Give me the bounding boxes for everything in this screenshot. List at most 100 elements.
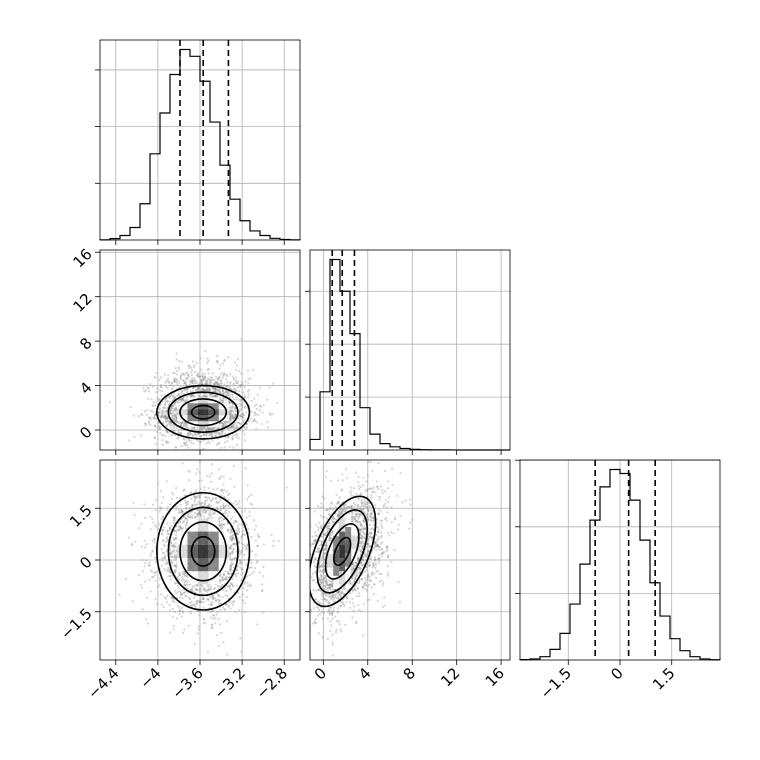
scatter-point (173, 570, 176, 573)
scatter-point (193, 494, 196, 497)
scatter-point (132, 501, 135, 504)
scatter-point (229, 547, 232, 550)
scatter-point (154, 424, 157, 427)
scatter-point (201, 585, 204, 588)
scatter-point (192, 366, 196, 369)
scatter-point (220, 579, 223, 582)
scatter-point (155, 603, 159, 606)
scatter-point (156, 482, 159, 485)
scatter-point (193, 500, 196, 503)
scatter-point (219, 524, 222, 527)
scatter-point (173, 408, 176, 412)
scatter-point (208, 427, 211, 430)
scatter-point (193, 642, 196, 645)
scatter-point (213, 387, 217, 390)
scatter-point (378, 512, 381, 515)
scatter-point (253, 566, 257, 570)
scatter-point (217, 384, 221, 387)
scatter-point (357, 557, 361, 560)
scatter-point (190, 439, 193, 442)
scatter-point (223, 358, 226, 362)
scatter-point (170, 550, 173, 553)
scatter-point (228, 492, 231, 495)
scatter-point (181, 579, 184, 583)
scatter-point (211, 435, 214, 438)
scatter-point (200, 428, 203, 431)
scatter-point (229, 391, 232, 394)
scatter-point (231, 404, 234, 407)
scatter-point (235, 520, 238, 523)
scatter-point (207, 359, 210, 363)
scatter-point (318, 577, 321, 580)
scatter-point (178, 528, 182, 531)
scatter-point (224, 421, 227, 424)
scatter-point (173, 538, 176, 542)
scatter-point (217, 601, 220, 604)
histogram-steps (519, 468, 721, 661)
scatter-point (161, 443, 164, 446)
scatter-point (171, 404, 174, 407)
scatter-point (327, 611, 330, 614)
scatter-point (393, 518, 396, 521)
scatter-point (177, 401, 180, 404)
scatter-point (199, 375, 202, 378)
scatter-point (141, 570, 145, 573)
scatter-point (207, 429, 210, 432)
scatter-point (203, 434, 206, 437)
scatter-point (228, 417, 231, 420)
scatter-point (229, 546, 232, 549)
scatter-point (324, 574, 327, 578)
scatter-point (207, 496, 211, 499)
scatter-point (271, 382, 274, 385)
scatter-point (370, 519, 373, 523)
scatter-point (206, 590, 209, 593)
scatter-point (167, 566, 170, 570)
scatter-point (209, 585, 213, 588)
scatter-point (159, 425, 162, 429)
scatter-point (163, 554, 167, 557)
scatter-point (155, 391, 158, 394)
scatter-point (169, 631, 172, 634)
scatter-point (187, 515, 190, 518)
scatter-point (209, 388, 212, 391)
scatter-point (339, 512, 342, 515)
scatter-point (193, 503, 196, 506)
scatter-point (209, 588, 213, 591)
scatter-point (230, 528, 233, 531)
scatter-point (165, 424, 168, 428)
scatter-point (209, 509, 212, 512)
scatter-point (169, 551, 172, 555)
scatter-point (234, 422, 237, 425)
scatter-point (203, 392, 206, 396)
scatter-point (175, 352, 179, 355)
scatter-point (161, 415, 164, 418)
scatter-point (255, 407, 258, 411)
scatter-point (205, 388, 209, 391)
scatter-point (213, 382, 216, 386)
scatter-point (228, 386, 231, 389)
scatter-point (149, 416, 152, 419)
scatter-point (242, 543, 245, 546)
scatter-point (225, 393, 228, 396)
scatter-point (212, 512, 215, 515)
scatter-point (232, 415, 235, 418)
scatter-point (165, 414, 168, 417)
scatter-point (171, 433, 174, 436)
scatter-point (166, 530, 169, 533)
scatter-point (132, 414, 135, 417)
scatter-point (229, 569, 232, 573)
scatter-point (219, 434, 223, 437)
scatter-point (164, 385, 167, 388)
scatter-point (188, 516, 191, 519)
scatter-point (198, 614, 201, 617)
scatter-point (153, 537, 156, 540)
scatter-point (228, 586, 231, 589)
scatter-point (229, 410, 232, 413)
scatter-point (360, 545, 364, 548)
scatter-point (328, 586, 332, 589)
scatter-point (248, 573, 251, 577)
scatter-point (210, 626, 213, 630)
scatter-point (204, 376, 207, 380)
scatter-point (191, 426, 194, 429)
scatter-point (227, 528, 230, 531)
